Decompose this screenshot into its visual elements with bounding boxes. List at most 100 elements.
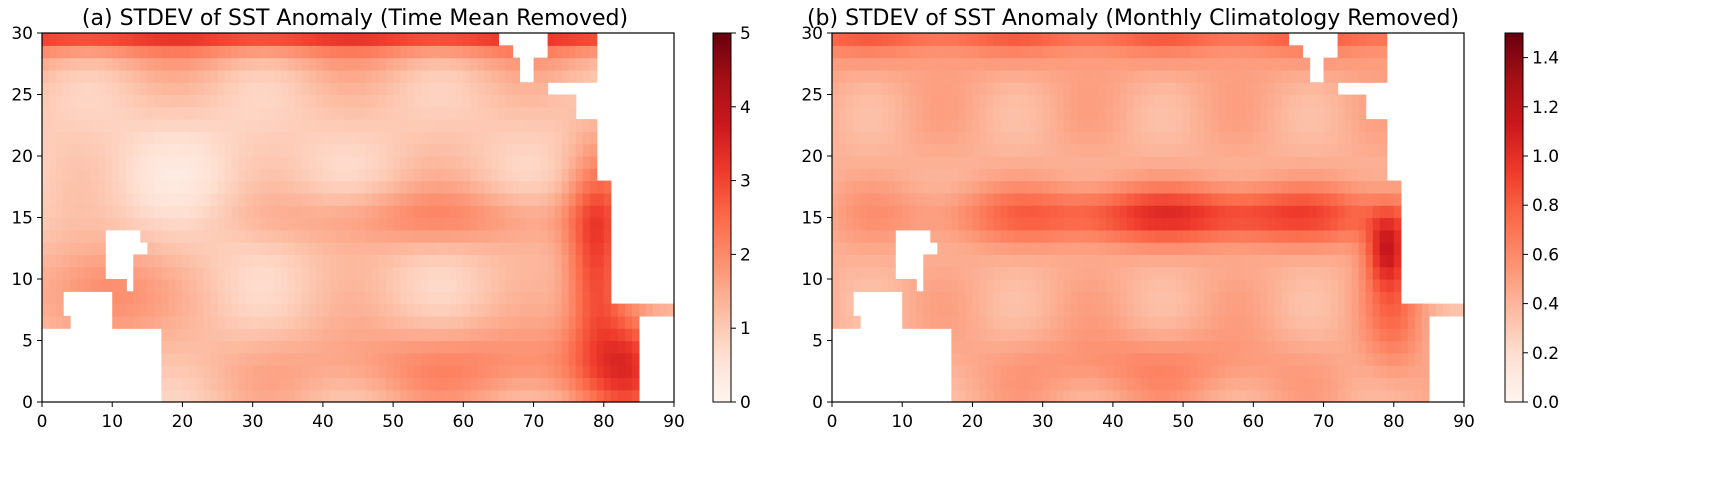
heatmap-cell [951,119,959,132]
heatmap-cell [105,192,113,206]
heatmap-cell [1379,352,1388,366]
heatmap-cell [1351,168,1360,182]
heatmap-cell [1246,119,1254,132]
heatmap-cell [259,94,268,108]
heatmap-cell [1218,315,1226,329]
heatmap-cell [1288,94,1297,108]
heatmap-cell [463,156,471,169]
heatmap-cell [1267,303,1275,317]
heatmap-cell [547,106,556,120]
heatmap-cell [365,180,373,194]
heatmap-cell [119,106,127,120]
heatmap-cell [154,279,162,292]
heatmap-cell [1218,69,1226,83]
heatmap-cell [1042,168,1051,182]
heatmap-cell [294,45,303,59]
heatmap-cell [853,315,861,329]
heatmap-cell [853,33,861,46]
heatmap-cell [979,217,988,231]
heatmap-cell [224,57,233,71]
heatmap-cell [217,168,226,182]
heatmap-cell [56,57,64,71]
heatmap-cell [456,119,464,132]
heatmap-cell [1190,352,1198,366]
heatmap-cell [979,377,988,391]
heatmap-cell [161,106,169,120]
heatmap-cell [923,94,931,108]
colorbar-tick-label: 0.6 [1532,245,1559,265]
heatmap-cell [56,106,64,120]
heatmap-cell [1253,279,1261,292]
heatmap-cell [322,119,331,132]
heatmap-cell [428,82,436,96]
heatmap-cell [582,168,591,182]
heatmap-cell [1260,131,1268,145]
heatmap-cell [951,352,959,366]
heatmap-cell [589,143,598,157]
heatmap-cell [470,291,478,305]
heatmap-cell [1225,205,1233,219]
heatmap-cell [49,69,57,83]
heatmap-cell [1162,389,1170,403]
heatmap-cell [400,82,408,96]
heatmap-cell [498,82,507,96]
heatmap-cell [1316,168,1325,182]
heatmap-cell [252,340,261,354]
heatmap-cell [1288,242,1297,255]
heatmap-cell [540,205,549,219]
heatmap-cell [1098,45,1107,59]
heatmap-cell [498,291,507,305]
heatmap-cell [140,217,148,231]
heatmap-cell [1281,315,1290,329]
heatmap-cell [1070,94,1079,108]
heatmap-cell [1351,119,1360,132]
heatmap-cell [1274,328,1283,342]
heatmap-cell [1267,205,1275,219]
heatmap-cell [1035,217,1044,231]
heatmap-cell [624,377,633,391]
heatmap-cell [1218,168,1226,182]
heatmap-cell [1014,119,1023,132]
heatmap-cell [596,303,605,317]
heatmap-cell [1169,156,1177,169]
heatmap-cell [979,106,988,120]
heatmap-cell [1281,180,1290,194]
heatmap-cell [1070,229,1079,243]
heatmap-cell [386,119,394,132]
heatmap-cell [252,266,261,280]
heatmap-cell [631,365,640,378]
heatmap-cell [1098,389,1107,403]
heatmap-cell [1042,291,1051,305]
heatmap-cell [350,389,359,403]
heatmap-cell [301,156,310,169]
heatmap-cell [175,143,184,157]
heatmap-cell [217,217,226,231]
heatmap-cell [923,82,931,96]
heatmap-cell [1014,156,1023,169]
heatmap-cell [322,45,331,59]
heatmap-cell [1000,352,1009,366]
heatmap-cell [902,168,910,182]
heatmap-cell [1260,340,1268,354]
heatmap-cell [902,192,910,206]
heatmap-cell [568,94,577,108]
heatmap-cell [1407,315,1416,329]
heatmap-cell [1077,365,1086,378]
heatmap-cell [867,69,875,83]
heatmap-cell [1365,340,1374,354]
heatmap-cell [119,33,127,46]
heatmap-cell [561,303,570,317]
heatmap-cell [1204,131,1212,145]
heatmap-cell [63,242,71,255]
heatmap-cell [1302,266,1311,280]
heatmap-cell [1070,205,1079,219]
heatmap-cell [1183,205,1191,219]
heatmap-cell [1133,303,1142,317]
heatmap-cell [379,389,387,403]
heatmap-cell [231,106,240,120]
heatmap-cell [1225,303,1233,317]
heatmap-cell [182,131,191,145]
heatmap-cell [322,352,331,366]
heatmap-cell [1246,291,1254,305]
heatmap-cell [266,279,275,292]
